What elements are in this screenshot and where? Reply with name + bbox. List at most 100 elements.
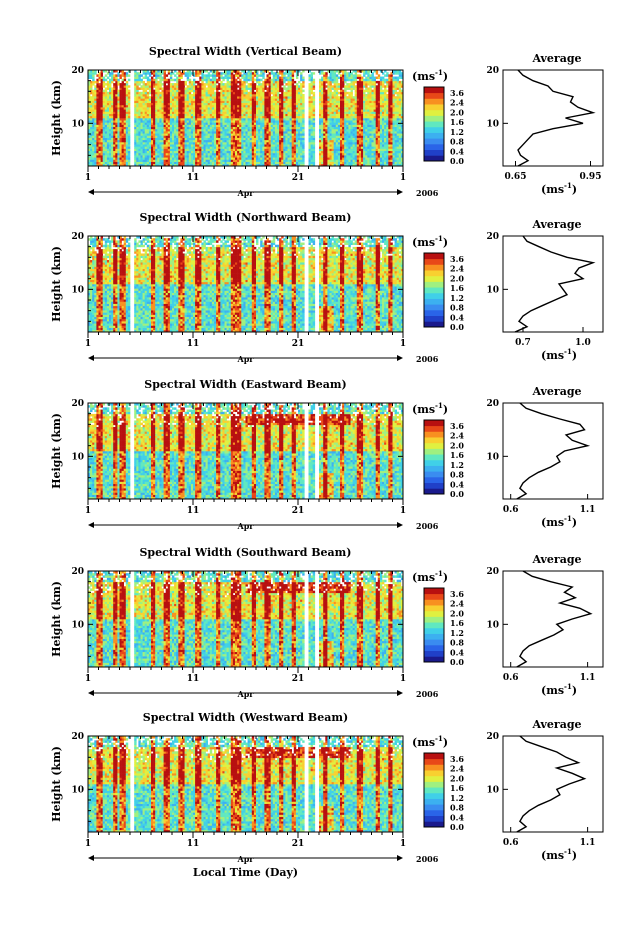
heatmap-cell [214,131,217,134]
heatmap-cell [243,96,246,99]
heatmap-cell [148,74,152,77]
heatmap-cell [335,98,339,101]
heatmap-cell [201,94,204,97]
heatmap-cell [113,131,116,134]
heatmap-cell [111,87,114,90]
heatmap-cell [277,142,280,145]
heatmap-cell [289,152,292,156]
heatmap-cell [214,115,217,119]
heatmap-cell [298,155,301,158]
heatmap-cell [274,100,278,104]
heatmap-cell [182,118,185,121]
heatmap-cell [199,150,202,154]
heatmap-cell [298,120,301,123]
heatmap-cell [256,111,259,114]
heatmap-cell [144,128,148,132]
heatmap-cell [226,78,229,82]
heatmap-cell [211,104,215,108]
heatmap-cell [113,78,116,82]
heatmap-cell [295,157,299,160]
heatmap-cell [184,155,187,158]
heatmap-cell [96,163,99,167]
heatmap-cell [335,128,339,132]
heatmap-cell [224,72,227,75]
heatmap-cell [117,96,120,99]
heatmap-cell [205,139,208,143]
heatmap-cell [264,91,267,95]
heatmap-cell [270,128,274,132]
heatmap-cell [249,122,253,125]
heatmap-cell [331,124,334,128]
heatmap-cell [230,83,234,86]
heatmap-cell [201,96,204,99]
heatmap-cell [94,89,97,93]
heatmap-cell [247,96,250,99]
heatmap-cell [293,148,297,152]
heatmap-cell [169,94,173,97]
heatmap-cell [94,142,97,145]
heatmap-cell [298,126,301,130]
heatmap-cell [190,72,194,75]
heatmap-cell [188,148,192,152]
heatmap-cell [281,74,284,77]
heatmap-cell [148,131,152,134]
heatmap-cell [295,98,299,101]
heatmap-cell [109,74,112,77]
heatmap-cell [329,109,332,112]
heatmap-cell [312,124,316,128]
heatmap-cell [333,161,337,165]
heatmap-cell [151,89,154,93]
heatmap-cell [195,94,198,97]
heatmap-cell [295,135,299,138]
heatmap-cell [174,113,177,117]
heatmap-cell [144,96,148,99]
heatmap-cell [274,85,278,88]
heatmap-cell [199,144,202,147]
heatmap-cell [153,83,156,86]
heatmap-cell [337,96,341,99]
heatmap-cell [153,157,156,160]
heatmap-cell [155,87,158,90]
heatmap-cell [302,89,305,93]
heatmap-cell [272,102,276,106]
heatmap-cell [281,133,284,136]
heatmap-cell [285,83,288,86]
heatmap-cell [199,163,202,167]
heatmap-cell [146,148,150,152]
heatmap-cell [230,146,234,149]
heatmap-cell [274,157,278,160]
heatmap-cell [329,135,332,138]
heatmap-cell [272,131,276,134]
heatmap-cell [312,85,316,88]
heatmap-cell [256,157,259,160]
heatmap-cell [96,113,99,117]
heatmap-cell [138,161,141,165]
heatmap-cell [256,89,259,93]
heatmap-cell [222,124,225,128]
heatmap-cell [104,148,108,152]
heatmap-cell [195,91,198,95]
heatmap-cell [344,115,347,119]
heatmap-cell [232,137,236,141]
heatmap-cell [289,148,292,152]
heatmap-cell [142,155,145,158]
heatmap-cell [144,118,148,121]
heatmap-cell [337,157,341,160]
heatmap-cell [188,150,192,154]
heatmap-cell [163,78,166,82]
heatmap-cell [159,139,162,143]
heatmap-cell [230,98,234,101]
heatmap-cell [205,146,208,149]
heatmap-cell [176,155,179,158]
heatmap-cell [262,83,265,86]
heatmap-cell [182,163,185,167]
heatmap-cell [253,135,257,138]
heatmap-cell [155,124,158,128]
heatmap-cell [312,113,316,117]
heatmap-cell [188,109,192,112]
heatmap-cell [258,83,261,86]
heatmap-cell [344,144,347,147]
heatmap-cell [239,146,242,149]
heatmap-cell [138,163,141,167]
heatmap-cell [251,111,255,114]
